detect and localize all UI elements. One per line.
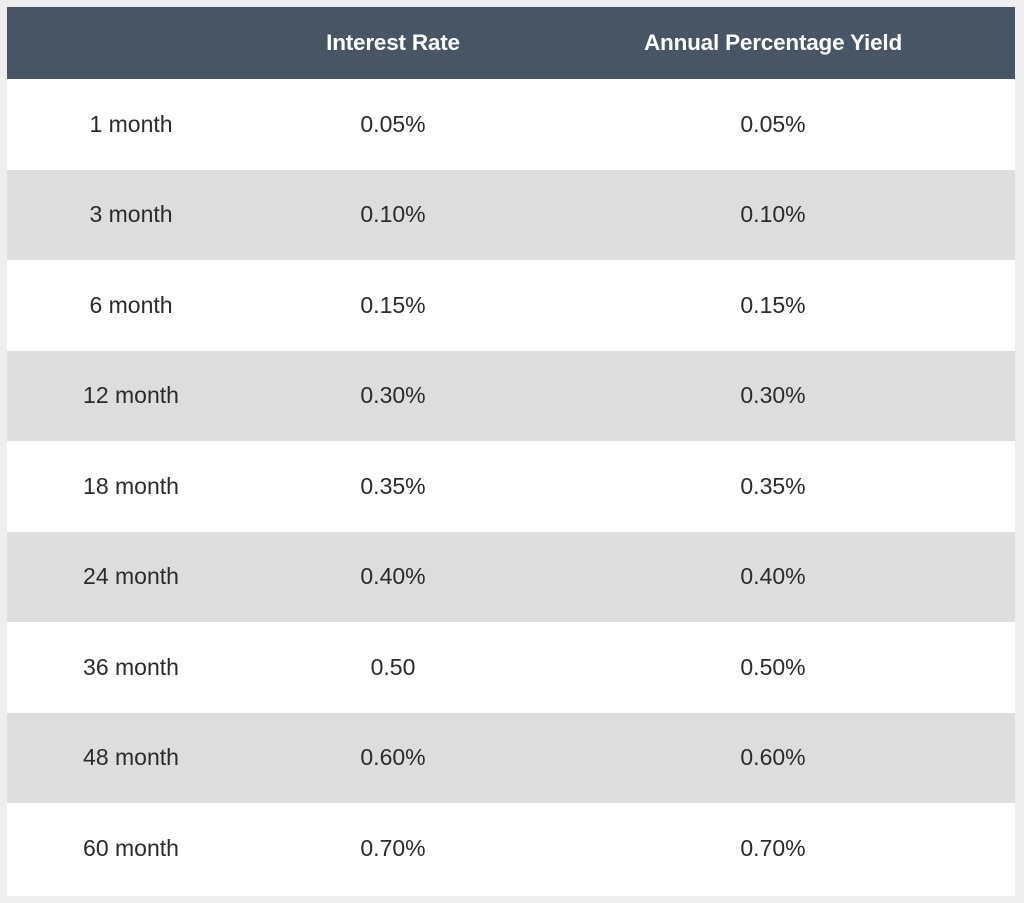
interest-rate-cell: 0.60%	[360, 744, 426, 771]
header-apy: Annual Percentage Yield	[644, 30, 902, 55]
table-row: 48 month 0.60% 0.60%	[7, 712, 1015, 803]
table-row: 36 month 0.50 0.50%	[7, 622, 1015, 713]
term-cell: 12 month	[83, 382, 179, 409]
term-cell: 48 month	[83, 744, 179, 771]
apy-cell: 0.35%	[740, 472, 806, 499]
table-row: 12 month 0.30% 0.30%	[7, 350, 1015, 441]
term-cell: 6 month	[89, 291, 173, 318]
term-cell: 60 month	[83, 834, 179, 861]
interest-rate-cell: 0.15%	[360, 291, 426, 318]
table-row: 24 month 0.40% 0.40%	[7, 531, 1015, 622]
interest-rate-cell: 0.30%	[360, 382, 426, 409]
term-cell: 18 month	[83, 472, 179, 499]
interest-rate-cell: 0.40%	[360, 563, 426, 590]
interest-rate-cell: 0.10%	[360, 201, 426, 228]
table-row: 6 month 0.15% 0.15%	[7, 260, 1015, 351]
table-row: 18 month 0.35% 0.35%	[7, 441, 1015, 532]
apy-cell: 0.10%	[740, 201, 806, 228]
table-body: 1 month 0.05% 0.05% 3 month 0.10% 0.10% …	[7, 79, 1015, 896]
apy-cell: 0.60%	[740, 744, 806, 771]
table-row: 1 month 0.05% 0.05%	[7, 79, 1015, 170]
interest-rate-cell: 0.50	[370, 653, 416, 680]
table-row: 60 month 0.70% 0.70%	[7, 803, 1015, 894]
apy-cell: 0.15%	[740, 291, 806, 318]
apy-cell: 0.50%	[740, 653, 806, 680]
term-cell: 24 month	[83, 563, 179, 590]
apy-cell: 0.40%	[740, 563, 806, 590]
apy-cell: 0.30%	[740, 382, 806, 409]
interest-rate-cell: 0.05%	[360, 110, 426, 137]
table-header: Interest Rate Annual Percentage Yield	[7, 7, 1015, 79]
term-cell: 3 month	[89, 201, 173, 228]
header-interest-rate: Interest Rate	[326, 30, 460, 55]
rates-table: Interest Rate Annual Percentage Yield 1 …	[7, 7, 1015, 896]
term-cell: 36 month	[83, 653, 179, 680]
apy-cell: 0.70%	[740, 834, 806, 861]
term-cell: 1 month	[89, 110, 173, 137]
apy-cell: 0.05%	[740, 110, 806, 137]
header-term	[7, 7, 255, 79]
interest-rate-cell: 0.70%	[360, 834, 426, 861]
interest-rate-cell: 0.35%	[360, 472, 426, 499]
table-row: 3 month 0.10% 0.10%	[7, 169, 1015, 260]
